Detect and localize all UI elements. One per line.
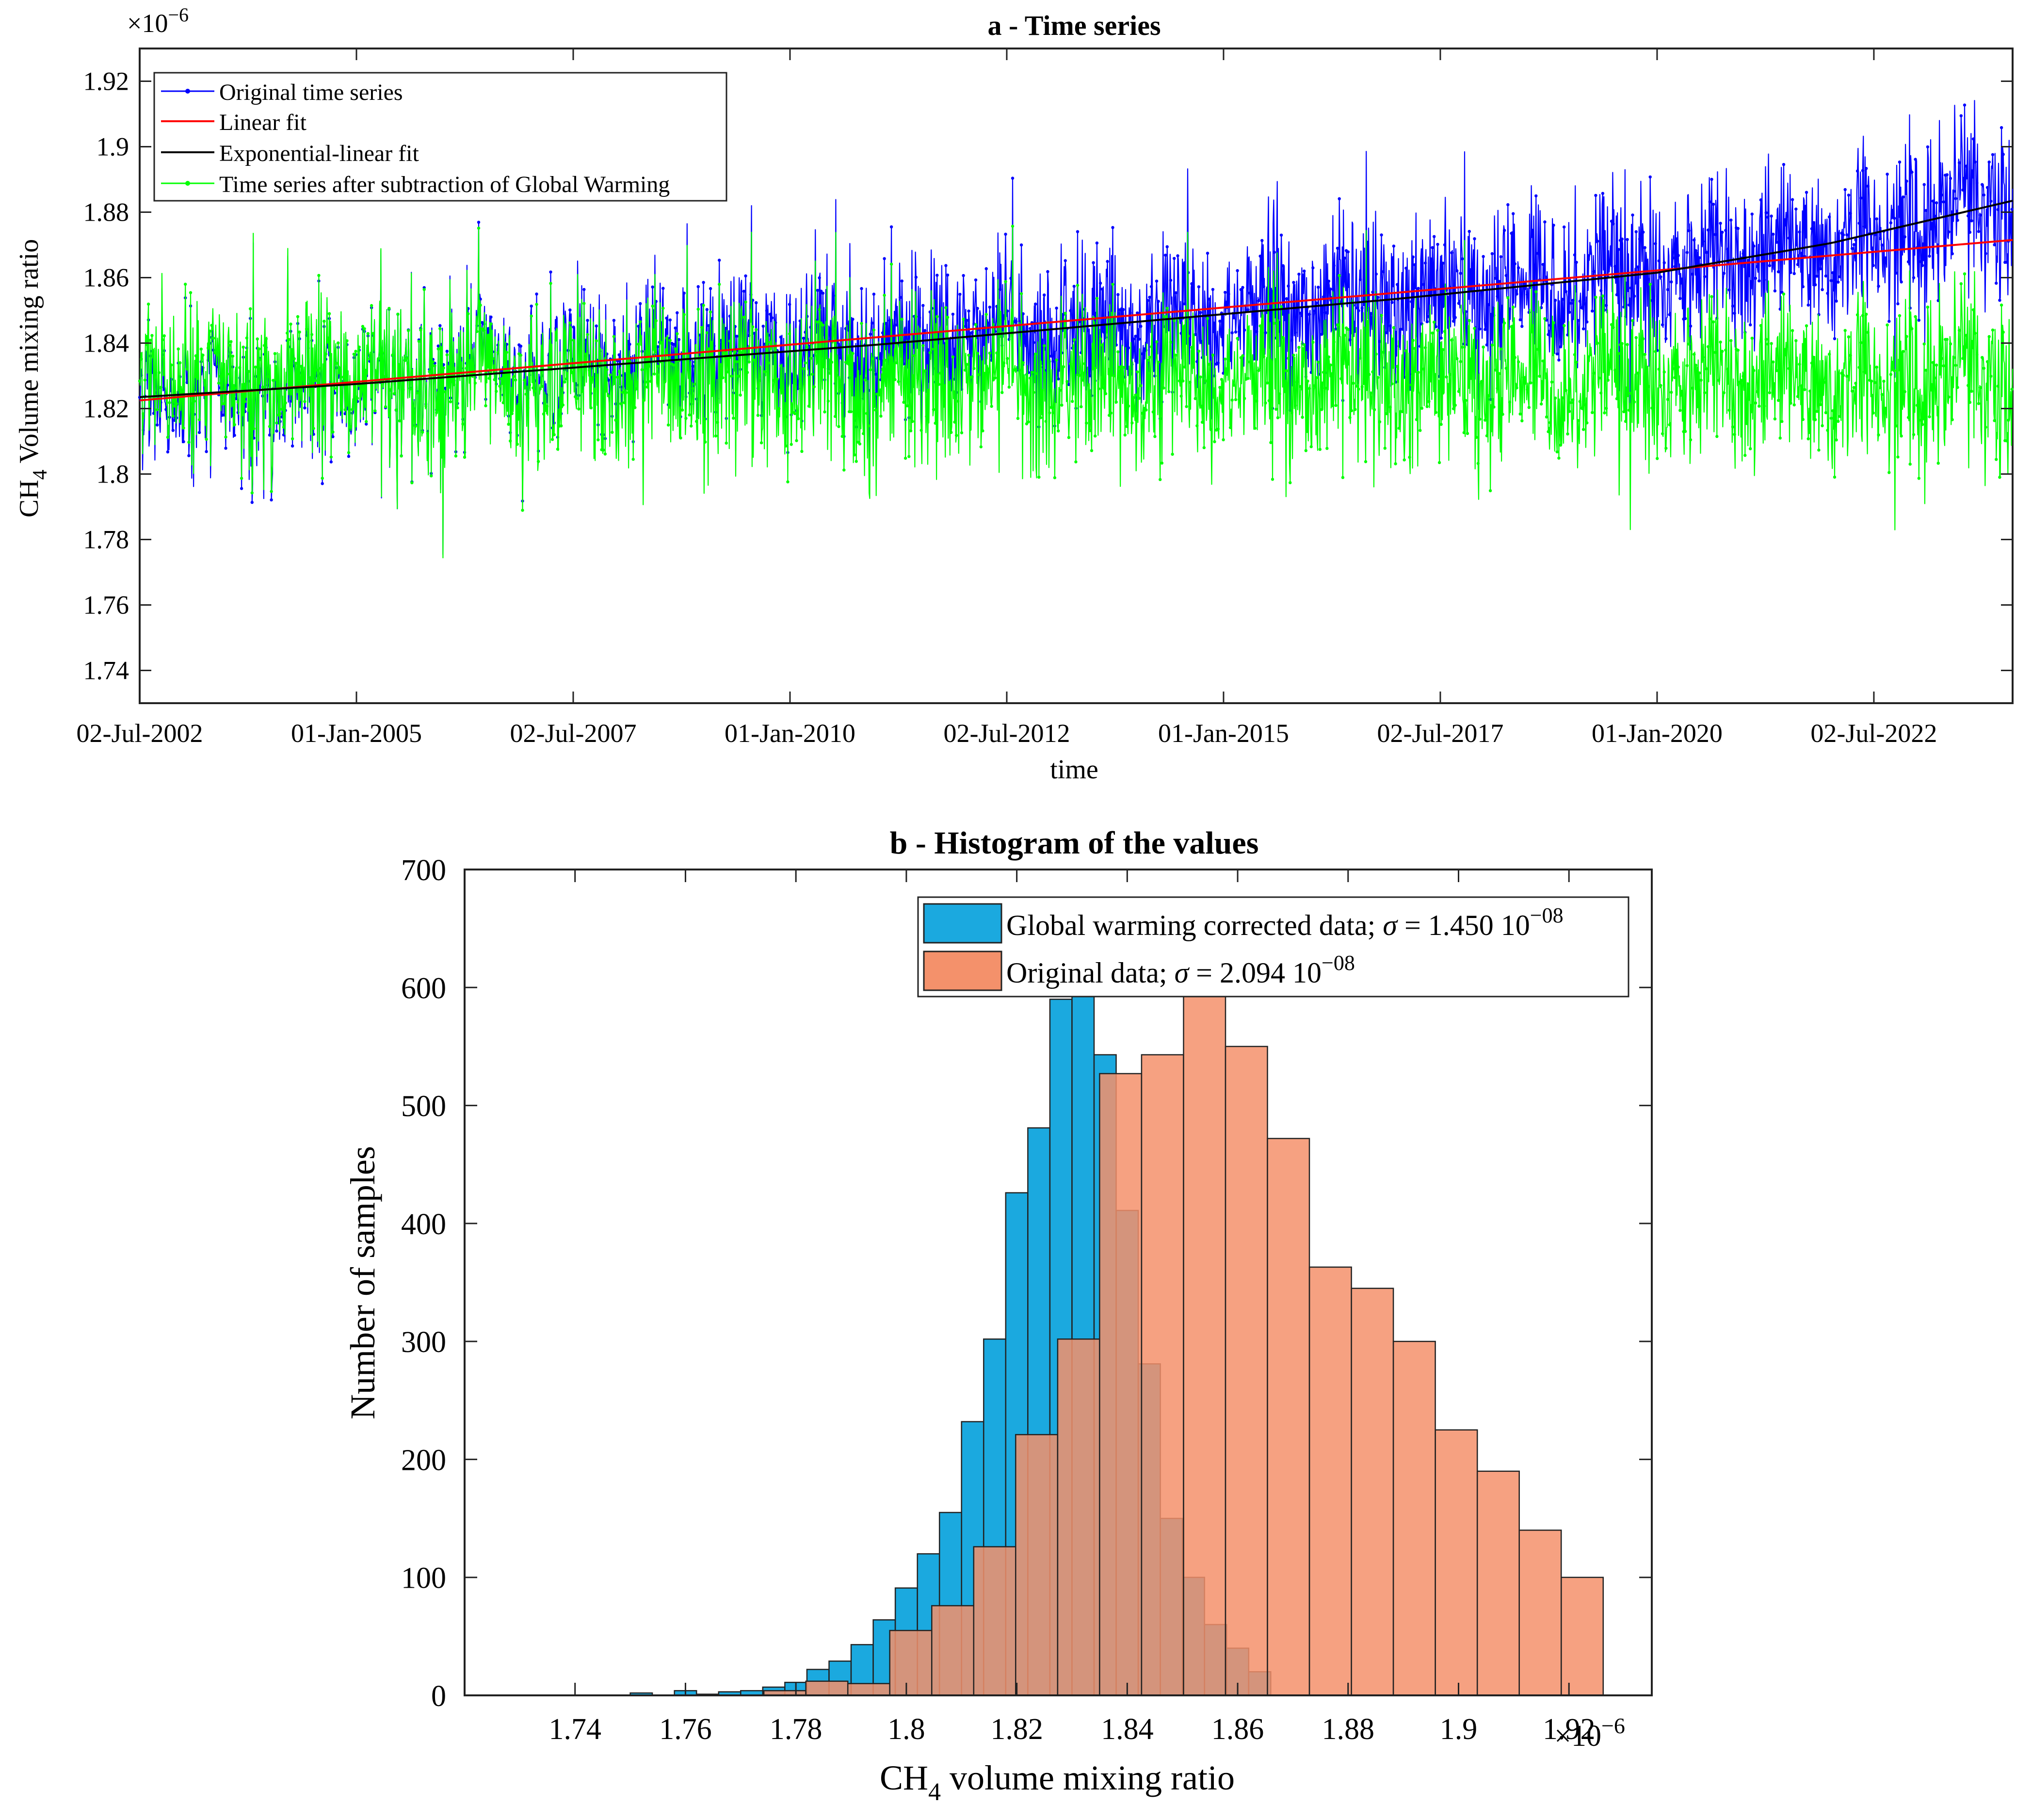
panel-b-x-tick-label: 1.9 xyxy=(1440,1713,1478,1746)
series-exponential-linear-fit xyxy=(139,199,2013,398)
panel-b-y-tick-label: 700 xyxy=(401,854,446,887)
histogram-bar xyxy=(931,1605,975,1696)
legend-swatch-original xyxy=(923,950,1002,991)
panel-a-legend-box xyxy=(153,72,727,202)
panel-b-y-tick-label: 200 xyxy=(401,1444,446,1477)
panel-a-y-tick-label: 1.84 xyxy=(83,329,129,358)
panel-b-y-tick-label: 400 xyxy=(401,1208,446,1241)
panel-a-fit-layer xyxy=(139,199,2013,402)
panel-b-x-tick-label: 1.76 xyxy=(659,1713,712,1746)
histogram-bar xyxy=(1308,1266,1352,1696)
legend-label-original-hist: Original data; σ = 2.094 10−08 xyxy=(1006,951,1355,989)
panel-b-x-tick-label: 1.82 xyxy=(990,1713,1043,1746)
legend-label-corrected-hist: Global warming corrected data; σ = 1.450… xyxy=(1006,903,1564,941)
panel-b-x-tick-label: 1.86 xyxy=(1211,1713,1264,1746)
legend-entry-corrected-hist: Global warming corrected data; σ = 1.450… xyxy=(923,903,1564,944)
panel-b-bar-layer xyxy=(608,989,1604,1696)
panel-b-y-tick-label: 300 xyxy=(401,1326,446,1359)
histogram-bar xyxy=(1561,1577,1604,1696)
panel-b-x-tick-label: 1.74 xyxy=(548,1713,601,1746)
legend-entry-corrected: Time series after subtraction of Global … xyxy=(161,172,670,197)
panel-b-y-tick-label: 500 xyxy=(401,1090,446,1123)
panel-b-histogram: b - Histogram of the values 0 100 200 300 40… xyxy=(343,825,1653,1806)
series-corrected-time-series xyxy=(139,225,2014,559)
panel-b-y-tick-label: 100 xyxy=(401,1562,446,1595)
histogram-bar xyxy=(973,1546,1016,1696)
panel-a-y-tick-label: 1.92 xyxy=(83,67,129,96)
legend-entry-linear-fit: Linear fit xyxy=(161,110,307,135)
histogram-bar xyxy=(1435,1429,1478,1696)
panel-b-x-axis: 1.74 1.76 1.78 1.8 1.82 1.84 1.86 1.88 1.9 1.92 xyxy=(548,870,1595,1746)
panel-a-title: a - Time series xyxy=(987,10,1161,41)
panel-b-x-tick-label: 1.84 xyxy=(1101,1713,1154,1746)
legend-entry-original: Original time series xyxy=(161,80,403,105)
histogram-bar xyxy=(1057,1338,1100,1696)
panel-a-x-tick-label: 02-Jul-2007 xyxy=(510,719,636,748)
histogram-bar xyxy=(1392,1340,1436,1696)
panel-a-y-tick-label: 1.82 xyxy=(83,394,129,423)
histogram-bar xyxy=(1225,1046,1268,1696)
panel-a-x-tick-label: 02-Jul-2022 xyxy=(1810,719,1937,748)
histogram-bar xyxy=(847,1683,890,1696)
panel-a-y-axis-label: CH4 Volume mixing ratio xyxy=(14,239,51,517)
panel-a-exponent: ×10−6 xyxy=(127,4,189,38)
panel-b-legend-box xyxy=(917,896,1629,998)
panel-a-x-axis-label: time xyxy=(1050,755,1098,785)
panel-a-y-tick-label: 1.88 xyxy=(83,198,129,227)
panel-a-x-axis: 02-Jul-2002 01-Jan-2005 02-Jul-2007 01-Jan-… xyxy=(77,48,1937,748)
histogram-bar xyxy=(1099,1073,1143,1696)
series-corrected-time-series-markers xyxy=(138,225,2014,512)
histogram-bar xyxy=(1141,1054,1184,1696)
panel-a-x-tick-label: 01-Jan-2010 xyxy=(725,719,855,748)
panel-b-legend: Global warming corrected data; σ = 1.450… xyxy=(917,896,1629,998)
histogram-bar xyxy=(1476,1470,1520,1696)
panel-b-exponent: ×10−6 xyxy=(1554,1713,1625,1753)
panel-a-y-tick-label: 1.78 xyxy=(83,525,129,554)
panel-a-y-tick-label: 1.8 xyxy=(97,460,129,489)
panel-a-legend: Original time series Linear fit Exponent… xyxy=(153,72,727,202)
panel-b-y-tick-label: 600 xyxy=(401,972,446,1005)
panel-b-x-tick-label: 1.78 xyxy=(770,1713,822,1746)
panel-a-x-tick-label: 01-Jan-2005 xyxy=(291,719,422,748)
panel-a-y-tick-label: 1.76 xyxy=(83,591,129,620)
panel-a-y-axis: 1.74 1.76 1.78 1.8 1.82 1.84 1.86 1.88 1.9 1.92 xyxy=(83,67,2013,685)
histogram-bar xyxy=(1518,1530,1562,1696)
panel-a-x-tick-label: 02-Jul-2002 xyxy=(77,719,203,748)
panel-a-time-series: a - Time series 1.741.761.781.81.821.841… xyxy=(14,4,2014,785)
legend-swatch-corrected xyxy=(923,903,1002,944)
series-linear-fit xyxy=(139,239,2013,402)
panel-a-y-tick-label: 1.74 xyxy=(83,656,129,685)
panel-b-x-tick-label: 1.8 xyxy=(887,1713,925,1746)
legend-entry-exp-linear-fit: Exponential-linear fit xyxy=(161,141,419,166)
histogram-bar xyxy=(805,1680,849,1696)
legend-label-original: Original time series xyxy=(219,80,403,105)
legend-label-exp-linear-fit: Exponential-linear fit xyxy=(219,141,419,166)
panel-b-y-axis: 0 100 200 300 400 500 600 700 xyxy=(401,854,1652,1713)
panel-b-x-axis-label: CH4 volume mixing ratio xyxy=(880,1758,1235,1806)
panel-b-y-tick-label: 0 xyxy=(431,1680,446,1713)
legend-entry-original-hist: Original data; σ = 2.094 10−08 xyxy=(923,950,1355,991)
panel-a-x-tick-label: 02-Jul-2017 xyxy=(1377,719,1503,748)
panel-a-x-tick-label: 01-Jan-2020 xyxy=(1592,719,1723,748)
panel-b-y-axis-label: Number of samples xyxy=(343,1146,382,1419)
panel-b-x-tick-label: 1.92 xyxy=(1543,1713,1596,1746)
histogram-bar xyxy=(1267,1138,1310,1696)
histogram-bar xyxy=(1183,989,1226,1696)
histogram-bar xyxy=(1015,1434,1059,1696)
panel-a-y-tick-label: 1.86 xyxy=(83,263,129,292)
histogram-bar xyxy=(1351,1288,1394,1696)
histogram-bar xyxy=(889,1629,933,1696)
legend-label-linear-fit: Linear fit xyxy=(219,110,307,135)
panel-a-x-tick-label: 01-Jan-2015 xyxy=(1158,719,1289,748)
panel-a-y-tick-label: 1.9 xyxy=(97,132,129,161)
legend-label-corrected: Time series after subtraction of Global … xyxy=(219,172,670,197)
panel-b-title: b - Histogram of the values xyxy=(890,825,1259,861)
panel-a-x-tick-label: 02-Jul-2012 xyxy=(943,719,1070,748)
panel-b-x-tick-label: 1.88 xyxy=(1322,1713,1375,1746)
